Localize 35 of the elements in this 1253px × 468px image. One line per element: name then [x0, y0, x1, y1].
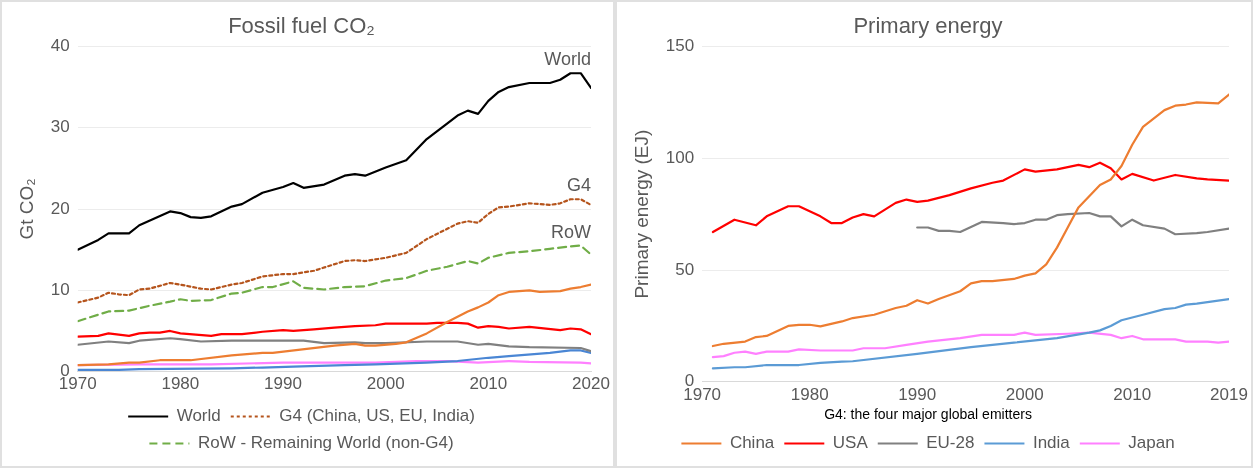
- chart-title: Primary energy: [853, 13, 1003, 39]
- legend-label: RoW - Remaining World (non-G4): [197, 433, 454, 453]
- y-tick-label: 30: [50, 117, 70, 137]
- x-tick-label: 2000: [1005, 384, 1044, 404]
- annotation: RoW: [551, 221, 592, 242]
- y-axis-title: Primary energy (EJ): [630, 129, 652, 299]
- line-series: [77, 198, 591, 304]
- legend-label: World: [176, 406, 221, 426]
- legend-label: EU-28: [926, 433, 975, 453]
- y-tick-label: 10: [50, 279, 70, 299]
- y-tick-label: 40: [50, 36, 70, 56]
- legend-label: China: [729, 433, 775, 453]
- x-tick-label: 1980: [161, 374, 200, 394]
- y-tick-label: 100: [665, 147, 695, 167]
- x-tick-label: 1990: [898, 384, 937, 404]
- legend-label: USA: [832, 433, 869, 453]
- x-tick-label: 2019: [1210, 384, 1248, 404]
- line-series: [77, 244, 591, 323]
- y-tick-label: 150: [665, 36, 695, 56]
- legend-label: India: [1032, 433, 1071, 453]
- annotation: World: [544, 49, 591, 70]
- x-tick-label: 1980: [790, 384, 829, 404]
- x-tick-label: 2000: [366, 374, 405, 394]
- y-tick-label: 50: [675, 259, 695, 279]
- legend-label: G4 (China, US, EU, India): [279, 406, 475, 426]
- legend-label: Japan: [1128, 433, 1175, 453]
- x-tick-label: 2010: [469, 374, 508, 394]
- y-axis-title: Gt CO₂: [15, 178, 37, 240]
- legend-title: G4: the four major global emitters: [824, 406, 1032, 423]
- x-tick-label: 2010: [1113, 384, 1152, 404]
- annotation: G4: [566, 175, 591, 196]
- x-tick-label: 2020: [572, 374, 610, 394]
- chart-title: Fossil fuel CO₂: [228, 13, 375, 39]
- y-tick-label: 20: [50, 198, 70, 218]
- x-tick-label: 1990: [264, 374, 302, 394]
